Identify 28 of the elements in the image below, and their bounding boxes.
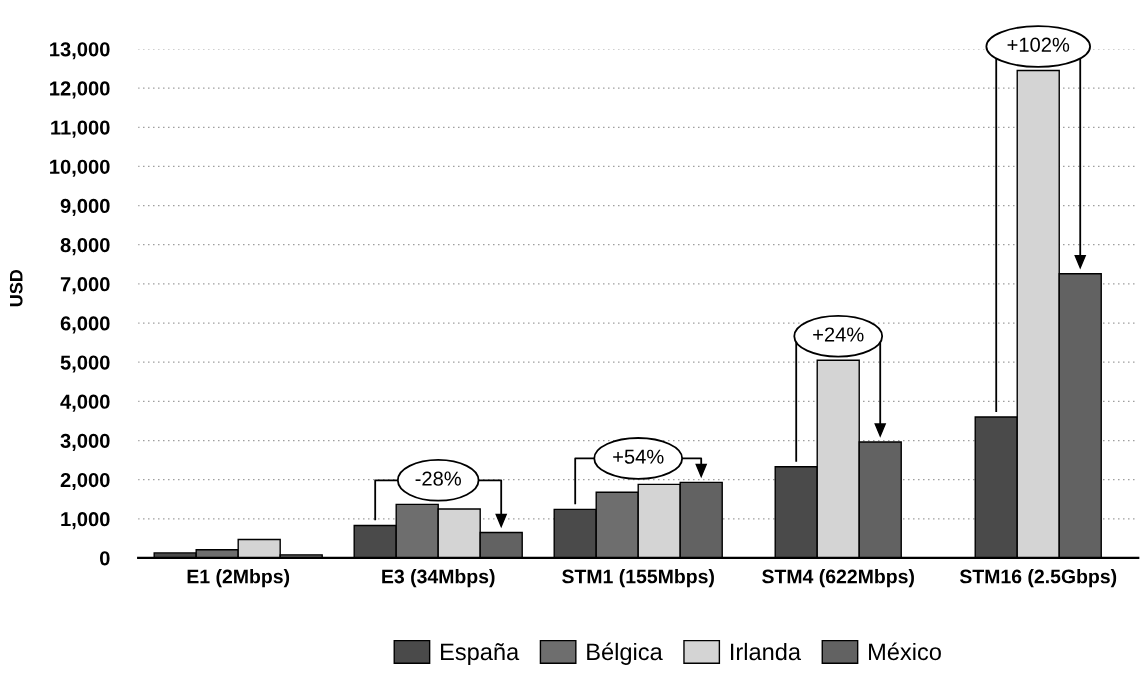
x-tick-label: E3 (34Mbps) [382,569,495,588]
y-tick-label: 6,000 [60,316,110,334]
x-tick-label: STM1 (155Mbps) [562,569,714,588]
y-tick-label: 7,000 [60,277,110,295]
x-tick-label: STM4 (622Mbps) [762,569,914,588]
legend-label: España [441,643,520,665]
annotation: +24% [813,327,864,342]
y-tick-label: 12,000 [50,81,110,99]
y-tick-label: 13,000 [50,42,110,60]
y-tick-label: 5,000 [60,355,110,373]
legend-label: Irlanda [731,642,802,661]
y-tick-label: 3,000 [60,433,110,451]
x-tick-label: E1 (2Mbps) [187,569,290,588]
y-tick-label: 10,000 [50,159,110,177]
y-tick-label: 0 [100,551,110,566]
y-tick-label: 4,000 [60,394,110,412]
y-axis-title: USD [9,269,23,307]
annotation: -28% [415,471,461,486]
y-tick-label: 1,000 [61,512,110,530]
annotation: +102% [1007,37,1070,52]
y-tick-label: 11,000 [51,120,110,138]
annotation: +54% [613,449,664,464]
legend-label: Bélgica [587,642,663,665]
y-tick-label: 8,000 [60,237,110,256]
legend-label: México [869,642,941,661]
y-tick-label: 2,000 [60,472,110,491]
x-tick-label: STM16 (2.5Gbps) [959,569,1117,588]
y-tick-label: 9,000 [60,198,110,216]
